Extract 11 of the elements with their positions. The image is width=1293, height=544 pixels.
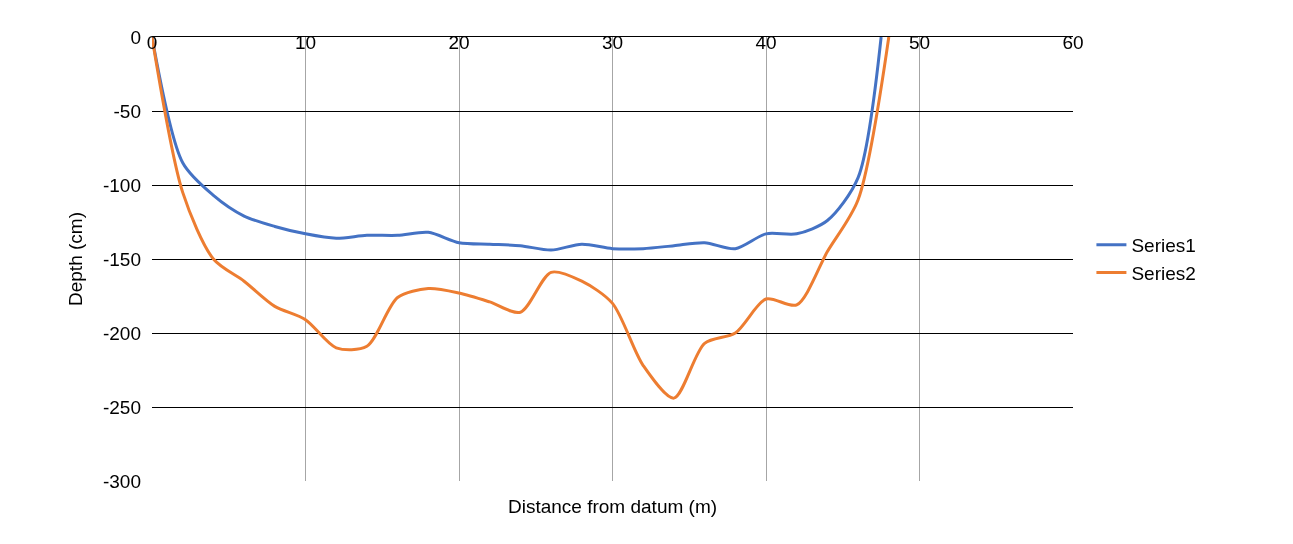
y-tick-label: -200	[102, 322, 141, 344]
y-tick-label: -100	[102, 174, 141, 196]
x-tick-label: 60	[1062, 32, 1084, 54]
y-tick-label: -150	[102, 248, 141, 270]
x-axis-title: Distance from datum (m)	[508, 496, 718, 517]
legend-label: Series1	[1131, 235, 1196, 257]
y-axis-title: Depth (cm)	[64, 212, 86, 306]
y-tick-label: -50	[113, 100, 141, 122]
y-tick-label: -250	[102, 396, 141, 418]
legend-label: Series2	[1131, 262, 1196, 284]
y-tick-label: -300	[102, 470, 141, 492]
